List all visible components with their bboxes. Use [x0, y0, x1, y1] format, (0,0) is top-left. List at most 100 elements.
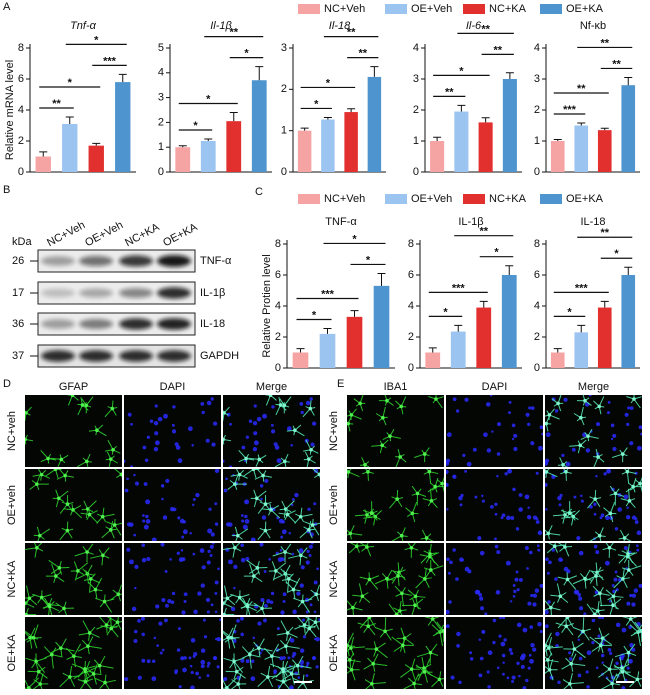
channel-label: DAPI [160, 381, 186, 393]
glial-cell [50, 454, 69, 467]
significance-label: ** [600, 37, 609, 49]
nucleus [613, 577, 618, 582]
nucleus [214, 580, 219, 585]
glial-soma [59, 646, 63, 650]
nucleus [177, 458, 183, 464]
glial-cell [347, 413, 354, 432]
y-tick-label: 3 [534, 73, 540, 85]
glial-soma [349, 413, 354, 417]
glial-cell [352, 583, 371, 603]
glial-cell [294, 617, 316, 634]
glial-cell [353, 395, 366, 412]
bar [321, 119, 335, 172]
glial-cell [48, 559, 70, 575]
glial-cell [572, 569, 592, 589]
nucleus [142, 445, 147, 450]
nucleus [181, 557, 186, 562]
nucleus [131, 606, 137, 612]
glial-cell [223, 543, 242, 558]
nucleus [597, 634, 601, 638]
nucleus [496, 475, 499, 478]
glial-cell [393, 600, 407, 615]
nucleus [141, 617, 145, 621]
nucleus [585, 670, 589, 674]
glial-cell [281, 570, 299, 592]
micrograph [545, 617, 642, 689]
glial-soma [422, 452, 427, 456]
glial-soma [583, 576, 587, 581]
nucleus [512, 595, 516, 598]
nucleus [280, 610, 285, 615]
nucleus [485, 402, 491, 407]
y-tick-label: 6 [408, 269, 414, 281]
error-bar [454, 324, 463, 332]
signal [223, 469, 320, 541]
bar [502, 79, 517, 172]
error-bar [65, 116, 74, 124]
nucleus [133, 473, 136, 477]
glial-cell [359, 572, 379, 590]
glial-soma [561, 462, 565, 467]
glial-soma [626, 552, 630, 556]
nucleus [606, 411, 611, 415]
significance-label: ** [481, 23, 490, 35]
glial-soma [428, 650, 433, 655]
glial-cell [545, 408, 560, 420]
nucleus [446, 624, 450, 629]
glial-soma [410, 511, 415, 516]
nucleus [264, 478, 269, 484]
glial-cell [32, 469, 50, 481]
legend-label: OE+Veh [411, 3, 452, 15]
glial-cell [584, 566, 604, 586]
signal [347, 543, 444, 615]
nucleus [146, 557, 151, 562]
bar [425, 352, 441, 368]
glial-soma [313, 620, 318, 625]
nucleus [214, 469, 220, 474]
blot-band [79, 319, 113, 329]
signal [347, 395, 444, 467]
nucleus [189, 664, 193, 668]
glial-soma [401, 643, 405, 648]
glial-cell [25, 585, 38, 606]
glial-cell [633, 621, 642, 642]
nucleus [308, 544, 313, 549]
nucleus [511, 423, 516, 428]
glial-cell [25, 597, 35, 610]
blot-band [41, 350, 75, 362]
nucleus [537, 530, 543, 536]
glial-soma [286, 577, 291, 581]
nucleus [298, 548, 304, 553]
glial-cell [273, 564, 293, 584]
nucleus [130, 465, 134, 467]
nucleus [446, 482, 449, 487]
glial-cell [231, 526, 249, 541]
panel-letter: A [3, 1, 11, 13]
glial-cell [557, 572, 577, 590]
nucleus [313, 502, 317, 506]
nucleus [536, 544, 540, 548]
glial-soma [252, 574, 256, 578]
glial-cell [96, 617, 118, 634]
glial-cell [347, 632, 356, 657]
legend-swatch [298, 4, 320, 14]
error-bar [577, 122, 586, 126]
nucleus [607, 400, 611, 404]
nucleus [133, 533, 137, 537]
glial-soma [263, 502, 268, 506]
nucleus [591, 618, 596, 623]
y-tick-label: 6 [275, 269, 281, 281]
glial-soma [579, 415, 583, 420]
glial-cell [415, 568, 432, 589]
nucleus [124, 488, 129, 493]
nucleus [500, 516, 504, 520]
glial-soma [626, 650, 631, 655]
signal [446, 617, 543, 689]
nucleus [313, 610, 317, 614]
glial-cell [275, 670, 292, 689]
nucleus [260, 597, 265, 603]
nucleus [466, 461, 472, 467]
glial-cell [64, 503, 83, 519]
bar [501, 275, 517, 368]
glial-soma [565, 577, 570, 582]
